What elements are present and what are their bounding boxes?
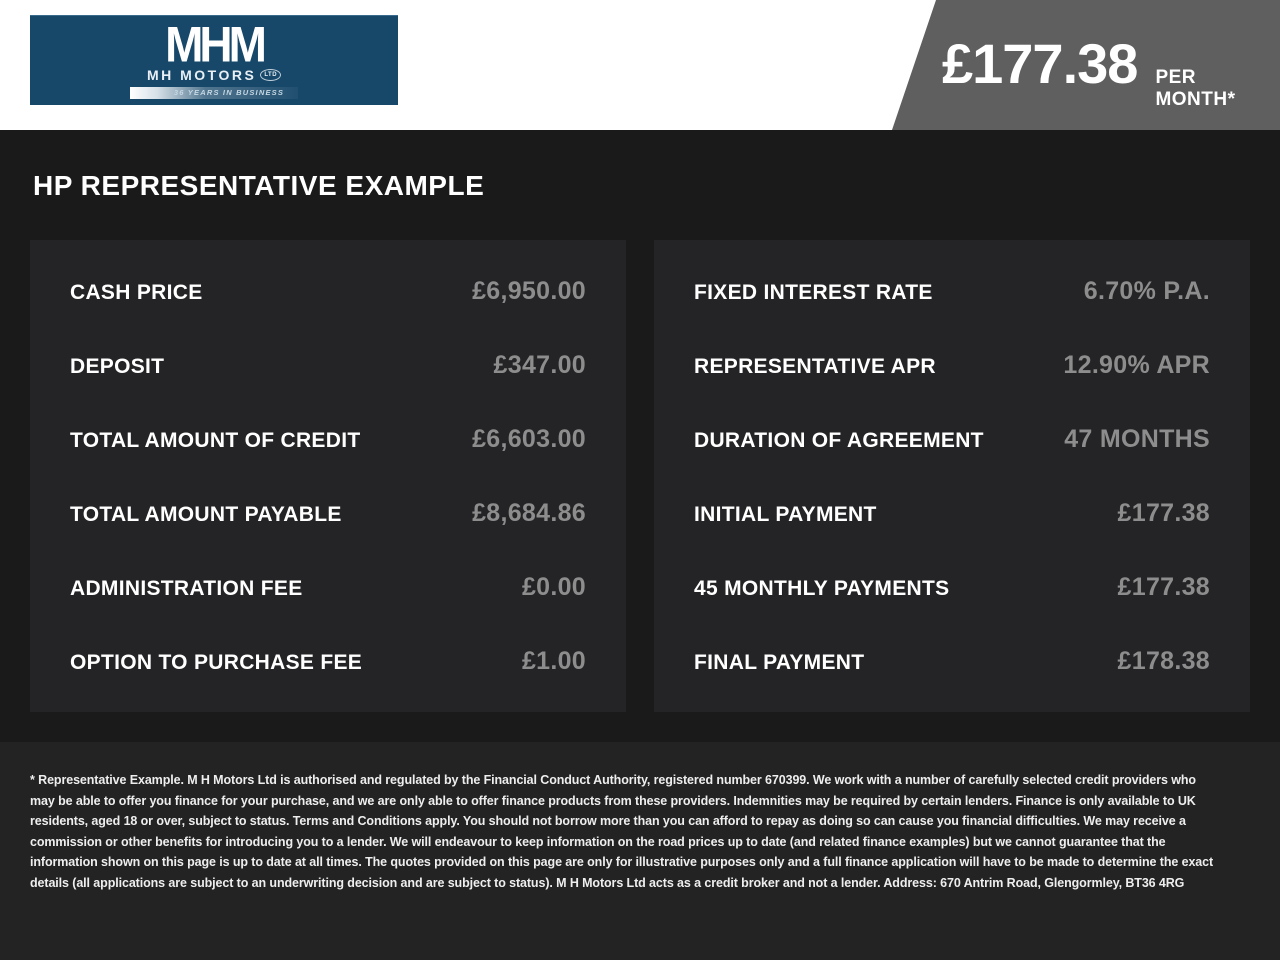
table-row: REPRESENTATIVE APR 12.90% APR: [694, 351, 1210, 380]
page-title: HP REPRESENTATIVE EXAMPLE: [33, 170, 485, 201]
table-row: DEPOSIT £347.00: [70, 351, 586, 380]
row-value: £8,684.86: [472, 498, 586, 527]
row-label: ADMINISTRATION FEE: [70, 576, 303, 600]
row-label: 45 MONTHLY PAYMENTS: [694, 576, 950, 600]
table-row: TOTAL AMOUNT PAYABLE £8,684.86: [70, 499, 586, 528]
row-label: DEPOSIT: [70, 354, 165, 378]
row-label: FINAL PAYMENT: [694, 650, 865, 674]
logo-tagline: 36 YEARS IN BUSINESS: [130, 87, 298, 99]
row-value: 6.70% P.A.: [1083, 276, 1210, 305]
price-banner: £177.38 PER MONTH*: [892, 0, 1280, 130]
table-row: 45 MONTHLY PAYMENTS £177.38: [694, 573, 1210, 602]
price-period: PER MONTH*: [1155, 67, 1236, 110]
row-label: OPTION TO PURCHASE FEE: [70, 650, 363, 674]
row-label: INITIAL PAYMENT: [694, 502, 877, 526]
table-row: TOTAL AMOUNT OF CREDIT £6,603.00: [70, 425, 586, 454]
logo-ltd-badge: LTD: [260, 69, 282, 81]
row-value: £178.38: [1117, 646, 1210, 675]
logo-name-row: MH MOTORS LTD: [146, 67, 282, 83]
hp-costs-panel: CASH PRICE £6,950.00 DEPOSIT £347.00 TOT…: [30, 240, 626, 712]
finance-tables: CASH PRICE £6,950.00 DEPOSIT £347.00 TOT…: [30, 240, 1250, 712]
row-value: £177.38: [1117, 572, 1210, 601]
table-row: DURATION OF AGREEMENT 47 MONTHS: [694, 425, 1210, 454]
row-value: 47 MONTHS: [1064, 424, 1210, 453]
row-value: £6,950.00: [472, 276, 586, 305]
row-label: TOTAL AMOUNT OF CREDIT: [70, 428, 361, 452]
row-value: £1.00: [521, 646, 586, 675]
logo-company-name: MH MOTORS: [146, 67, 257, 83]
row-value: 12.90% APR: [1063, 350, 1210, 379]
row-label: TOTAL AMOUNT PAYABLE: [70, 502, 342, 526]
row-label: REPRESENTATIVE APR: [694, 354, 936, 378]
table-row: FIXED INTEREST RATE 6.70% P.A.: [694, 277, 1210, 306]
hp-rates-panel: FIXED INTEREST RATE 6.70% P.A. REPRESENT…: [654, 240, 1250, 712]
row-value: £6,603.00: [472, 424, 586, 453]
row-label: CASH PRICE: [70, 280, 203, 304]
table-row: OPTION TO PURCHASE FEE £1.00: [70, 647, 586, 676]
row-value: £347.00: [493, 350, 586, 379]
disclaimer-section: * Representative Example. M H Motors Ltd…: [0, 742, 1280, 960]
disclaimer-text: * Representative Example. M H Motors Ltd…: [30, 773, 1214, 890]
logo-monogram: MHM: [165, 15, 267, 73]
row-value: £177.38: [1117, 498, 1210, 527]
table-row: CASH PRICE £6,950.00: [70, 277, 586, 306]
table-row: ADMINISTRATION FEE £0.00: [70, 573, 586, 602]
row-label: DURATION OF AGREEMENT: [694, 428, 984, 452]
price-amount: £177.38: [942, 32, 1138, 95]
table-row: FINAL PAYMENT £178.38: [694, 647, 1210, 676]
company-logo[interactable]: MHM MH MOTORS LTD 36 YEARS IN BUSINESS: [30, 15, 398, 105]
table-row: INITIAL PAYMENT £177.38: [694, 499, 1210, 528]
row-label: FIXED INTEREST RATE: [694, 280, 933, 304]
main-content: HP REPRESENTATIVE EXAMPLE CASH PRICE £6,…: [0, 172, 1280, 712]
row-value: £0.00: [521, 572, 586, 601]
header: MHM MH MOTORS LTD 36 YEARS IN BUSINESS £…: [0, 0, 1280, 130]
